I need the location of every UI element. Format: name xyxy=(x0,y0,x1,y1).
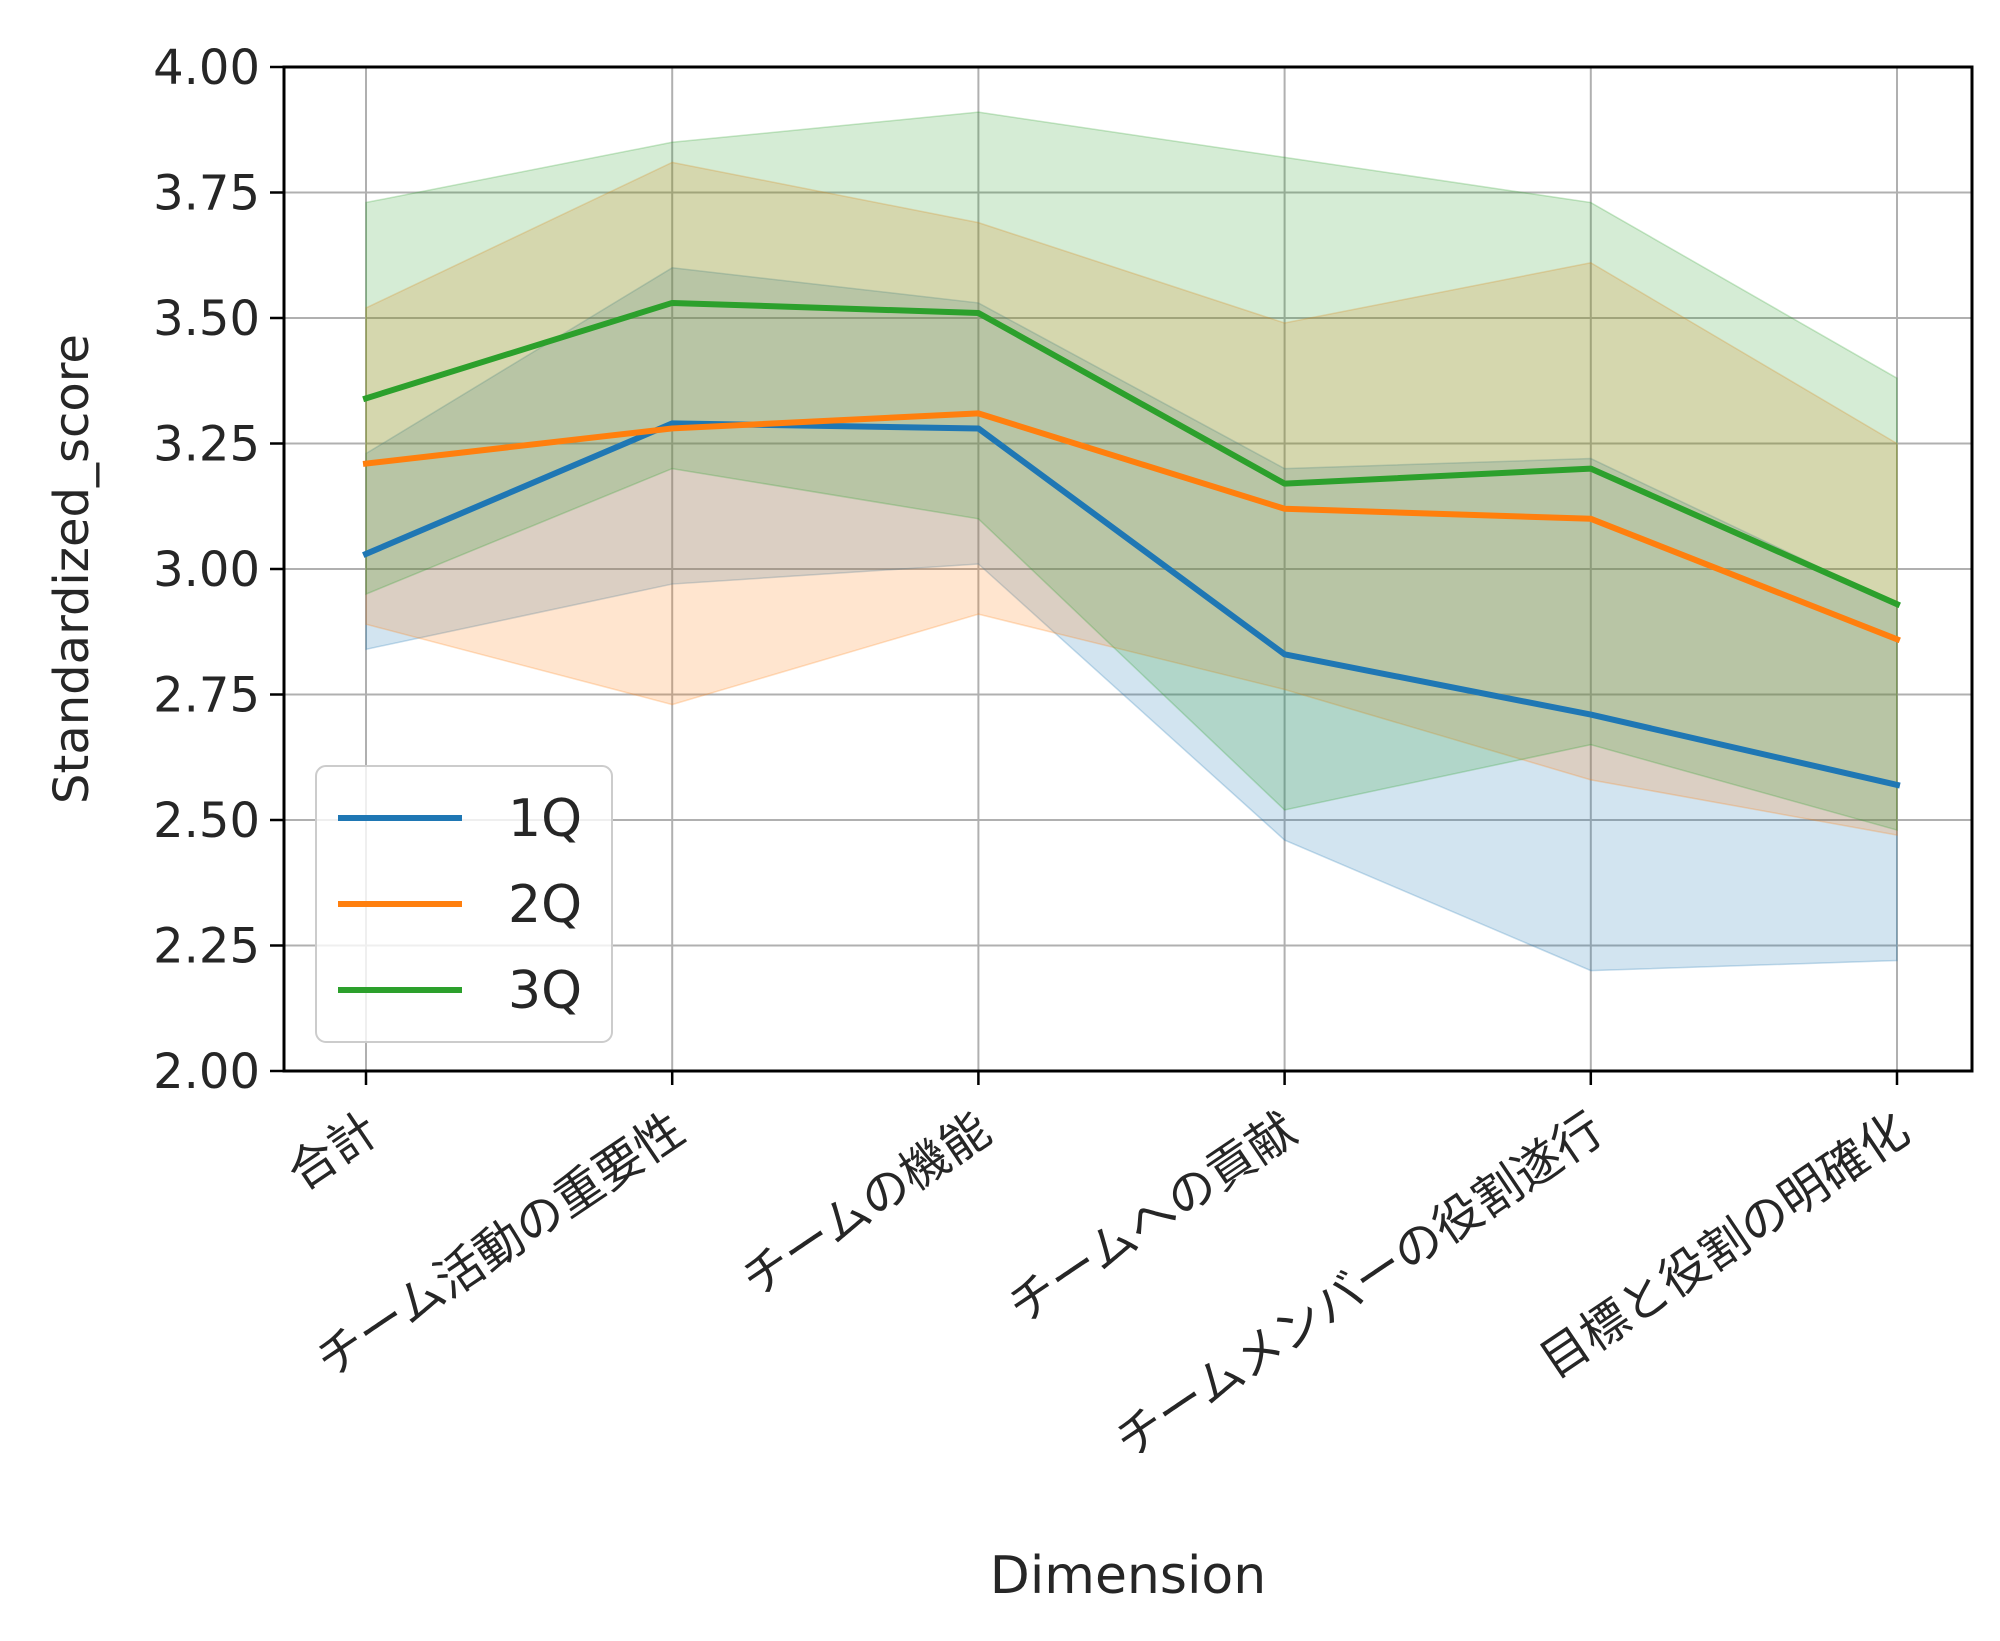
series-lines xyxy=(362,299,1901,789)
ci-band-3Q xyxy=(365,111,1898,832)
y-tick-label: 2.75 xyxy=(153,668,260,724)
ci-band-2Q xyxy=(365,161,1898,836)
y-tick-label: 3.50 xyxy=(153,291,260,347)
series-line-3Q xyxy=(362,299,1901,609)
confidence-bands xyxy=(365,111,1898,972)
x-tick-label: チームメンバーの役割遂行 xyxy=(1106,1102,1614,1470)
series-line-1Q xyxy=(362,420,1901,789)
x-tick-label: 合計 xyxy=(277,1102,388,1202)
legend-label: 1Q xyxy=(508,789,582,849)
series-line-2Q xyxy=(362,410,1901,644)
x-tick-label: チームへの貢献 xyxy=(998,1102,1307,1336)
y-tick-label: 3.00 xyxy=(153,542,260,598)
x-axis-title: Dimension xyxy=(990,1546,1266,1606)
y-tick-label: 3.75 xyxy=(153,166,260,222)
legend-box xyxy=(315,765,613,1043)
legend: 1Q 2Q 3Q xyxy=(315,765,613,1043)
y-axis-title: Standardized_score xyxy=(44,334,100,804)
y-tick-label: 2.50 xyxy=(153,793,260,849)
y-tick-label: 2.00 xyxy=(153,1044,260,1100)
ci-band-1Q xyxy=(365,267,1898,972)
legend-label: 3Q xyxy=(508,961,582,1021)
y-tick-label: 4.00 xyxy=(153,40,260,96)
y-tick-label: 3.25 xyxy=(153,417,260,473)
y-tick-label: 2.25 xyxy=(153,919,260,975)
legend-label: 2Q xyxy=(508,875,582,935)
x-tick-label: チームの機能 xyxy=(732,1102,1001,1309)
y-axis: 2.00 2.25 2.50 2.75 3.00 3.25 3.50 3.75 4.00 xyxy=(153,40,284,1100)
